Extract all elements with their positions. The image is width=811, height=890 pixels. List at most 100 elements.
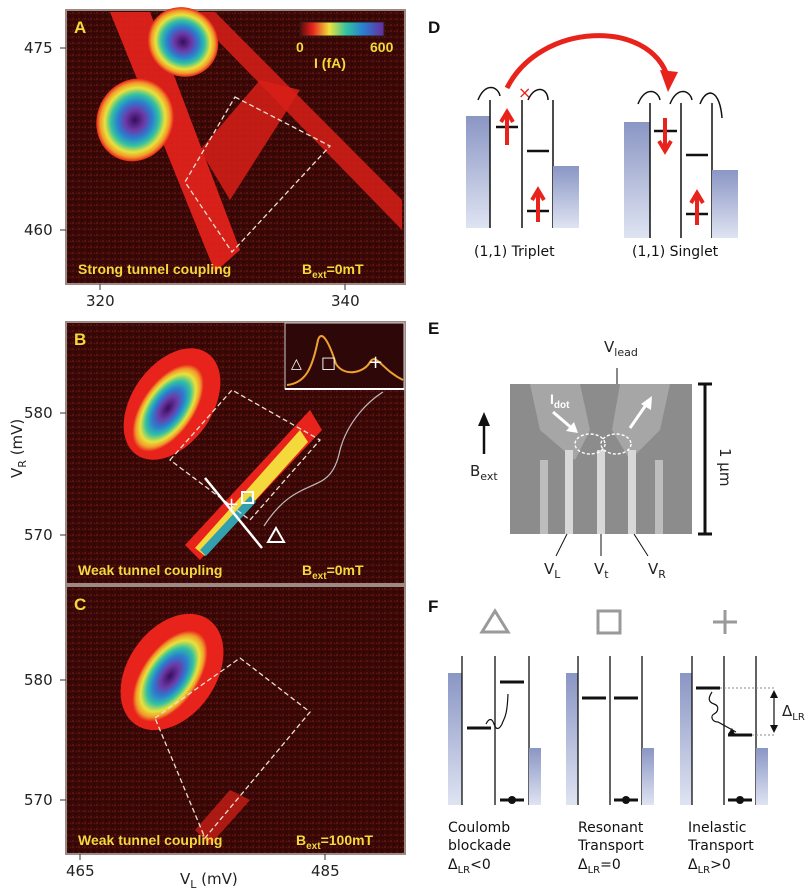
panel-b-cyan-line: [200, 496, 256, 556]
panel-a-xtick-label-340: 340: [331, 292, 360, 310]
rt-label-line1: Resonant: [578, 820, 644, 836]
y-axis-label: VR (mV): [8, 419, 29, 478]
panel-c-xtick-label-485: 485: [311, 862, 340, 880]
panel-c-caption: Weak tunnel coupling: [78, 832, 222, 848]
panel-b-hotspot: [132, 364, 204, 452]
singlet-hop-arrow-1: [637, 90, 661, 105]
cb-electron: [508, 796, 516, 804]
case-square-symbol: [596, 609, 622, 635]
cb-left-lead: [448, 673, 462, 805]
sem-dot-left: [574, 433, 606, 455]
singlet-label: (1,1) Singlet: [632, 244, 719, 260]
cb-condition: ΔLR<0: [448, 857, 491, 876]
panel-a-xtick-label-320: 320: [86, 292, 115, 310]
b-ext-arrowhead: [478, 412, 490, 426]
triplet-to-singlet-arrow: [504, 33, 671, 90]
panel-d-letter: D: [428, 18, 440, 37]
panel-b-marker-square: [241, 491, 254, 504]
rt-condition: ΔLR=0: [578, 857, 621, 876]
colorbar-max: 600: [370, 39, 394, 55]
panel-c-ytick-label-570: 570: [24, 791, 53, 809]
rt-right-lead: [642, 748, 654, 805]
it-condition: ΔLR>0: [688, 857, 731, 876]
triplet-hop-arrow-1: [477, 86, 501, 101]
triplet-right-lead: [553, 166, 579, 228]
panel-c: C Weak tunnel coupling Bext=100mT 580 57…: [24, 585, 406, 880]
sem-gate-vt: [597, 450, 605, 534]
it-photon-arrow: [708, 691, 737, 733]
panel-a-red-band-3: [200, 80, 300, 200]
rt-left-lead: [566, 673, 578, 805]
triplet-label: (1,1) Triplet: [474, 244, 555, 260]
panel-a-field: Bext=0mT: [302, 261, 364, 281]
triplet-blocked-cross: ×: [518, 83, 531, 102]
panel-c-letter: C: [74, 595, 86, 614]
triplet-left-lead: [466, 116, 490, 228]
panel-b-ytick-label-580: 580: [24, 404, 53, 422]
v-t-label: Vt: [594, 560, 609, 581]
panel-a-caption: Strong tunnel coupling: [78, 261, 231, 277]
singlet-left-lead: [624, 122, 650, 238]
sem-gate-vl: [565, 450, 573, 534]
it-left-lead: [680, 673, 692, 805]
panel-b-field: Bext=0mT: [302, 562, 364, 582]
scale-bar-label: 1 μm: [716, 448, 734, 486]
sem-gate-top-right: [612, 384, 670, 460]
panel-b-caption: Weak tunnel coupling: [78, 562, 222, 578]
panel-a: 0 600 I (fA) A Strong tunnel coupling Be…: [24, 7, 406, 310]
sem-gate-outer-left: [540, 460, 548, 534]
it-delta-bracket-bottom: [770, 725, 778, 733]
sem-current-out-arrowhead: [641, 396, 652, 410]
panel-b-inset-square: □: [321, 353, 336, 372]
triplet-spin-up-right: [530, 186, 546, 222]
it-electron: [736, 796, 744, 804]
triplet-spin-up-left: [499, 108, 515, 145]
it-delta-bracket-top: [770, 690, 778, 698]
v-lead-label: Vlead: [604, 338, 638, 359]
v-r-label: VR: [648, 560, 666, 581]
panel-b-inset: [284, 322, 405, 390]
it-delta-label: ΔLR: [782, 702, 805, 723]
panel-a-dashed-region: [184, 96, 332, 254]
panel-b-cut-line: [204, 477, 263, 549]
singlet-hop-arrow-3: [699, 92, 723, 119]
triplet-hop-arrow-2: [527, 88, 549, 101]
panel-c-hotspot: [132, 630, 208, 722]
cb-photon-arrow: [485, 693, 509, 730]
panel-b-marker-triangle: [266, 525, 286, 543]
rt-label-line2: Transport: [577, 838, 644, 854]
panel-d: D × (1,1) Triplet (1,1) Singlet: [428, 18, 738, 260]
case-triangle-symbol: [479, 608, 511, 634]
singlet-spin-down-left: [657, 118, 673, 155]
i-dot-label: Idot: [550, 391, 570, 411]
sem-gate-vr: [628, 450, 636, 534]
panel-b-inset-pointer: [263, 391, 384, 527]
panel-b: + △ □ + B Weak tunnel coupling Bext=0mT …: [24, 321, 406, 585]
panel-c-ytick-label-580: 580: [24, 671, 53, 689]
it-label-line2: Transport: [687, 838, 754, 854]
panel-b-inset-triangle: △: [291, 356, 302, 372]
panel-b-marker-plus: +: [224, 494, 239, 515]
v-l-pointer: [555, 533, 568, 557]
sem-gate-outer-right: [655, 460, 663, 534]
panel-b-inset-plus: +: [368, 352, 383, 373]
panel-c-field: Bext=100mT: [296, 832, 374, 852]
colorbar-min: 0: [296, 39, 304, 55]
panel-a-letter: A: [74, 18, 86, 37]
panel-f-letter: F: [428, 597, 438, 616]
rt-electron: [622, 796, 630, 804]
panel-b-inset-trace: [286, 335, 404, 386]
colorbar-label: I (fA): [314, 55, 346, 71]
v-l-label: VL: [544, 560, 561, 581]
panel-a-ytick-label-460: 460: [24, 221, 53, 239]
panel-a-red-band-2: [190, 12, 402, 230]
singlet-spin-up-right: [689, 189, 705, 225]
panel-a-ytick-label-475: 475: [24, 39, 53, 57]
panel-b-ytick-label-570: 570: [24, 526, 53, 544]
panel-a-hotspot-top: [147, 7, 219, 77]
triplet-to-singlet-arrowhead: [660, 70, 678, 92]
singlet-hop-arrow-2: [669, 90, 693, 105]
panel-b-letter: B: [74, 330, 86, 349]
cb-label-line1: Coulomb: [448, 820, 510, 836]
